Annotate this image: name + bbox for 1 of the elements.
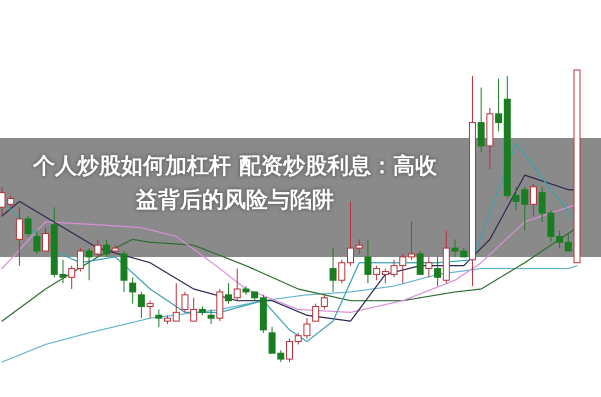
text: 个人炒股如何加杠杆 配资炒股利息：高收益背后的风险与陷阱 [32,152,438,215]
